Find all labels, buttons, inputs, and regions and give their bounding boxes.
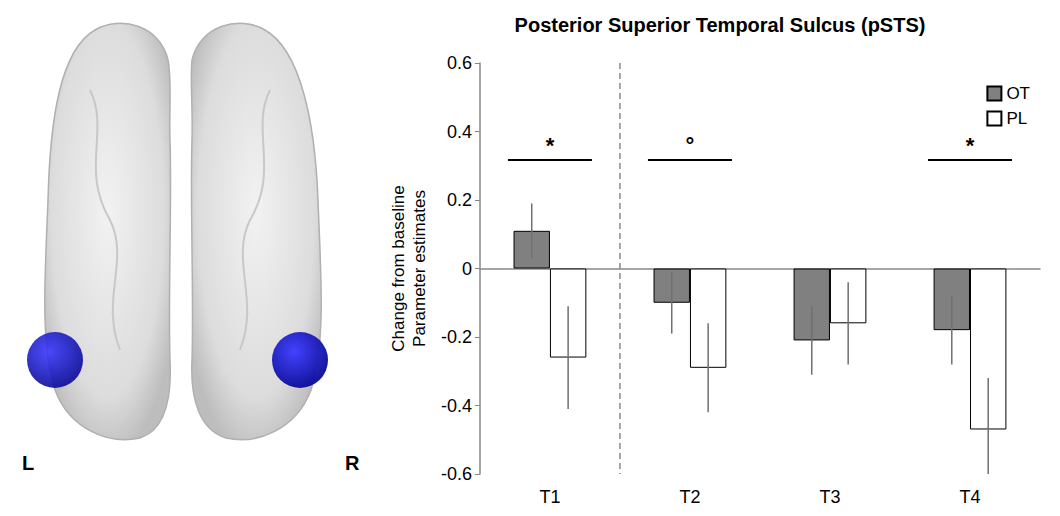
svg-text:0.2: 0.2 bbox=[447, 190, 472, 210]
svg-text:*: * bbox=[546, 133, 555, 158]
svg-text:-0.4: -0.4 bbox=[441, 396, 472, 416]
svg-text:*: * bbox=[966, 133, 975, 158]
svg-text:0: 0 bbox=[462, 259, 472, 279]
svg-text:-0.6: -0.6 bbox=[441, 464, 472, 484]
svg-text:L: L bbox=[22, 452, 34, 474]
svg-text:T1: T1 bbox=[539, 487, 560, 507]
svg-text:PL: PL bbox=[1006, 109, 1027, 128]
svg-text:T2: T2 bbox=[679, 487, 700, 507]
svg-text:Posterior Superior Temporal Su: Posterior Superior Temporal Sulcus (pSTS… bbox=[515, 14, 926, 36]
svg-text:0.4: 0.4 bbox=[447, 122, 472, 142]
svg-text:T4: T4 bbox=[959, 487, 980, 507]
svg-text:Parameter estimates: Parameter estimates bbox=[410, 190, 429, 347]
svg-text:T3: T3 bbox=[819, 487, 840, 507]
svg-text:0.6: 0.6 bbox=[447, 53, 472, 73]
svg-text:Change from baseline: Change from baseline bbox=[389, 185, 408, 351]
svg-text:°: ° bbox=[686, 133, 695, 158]
svg-text:-0.2: -0.2 bbox=[441, 327, 472, 347]
svg-text:R: R bbox=[345, 452, 360, 474]
svg-text:OT: OT bbox=[1006, 84, 1030, 103]
